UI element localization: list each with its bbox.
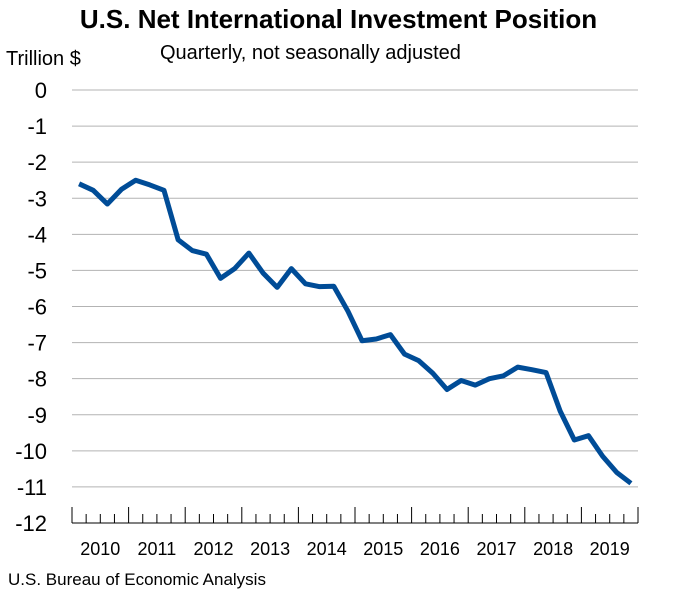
x-tick-label: 2011 [138,539,177,559]
x-tick-label: 2013 [250,539,290,559]
x-tick-label: 2018 [533,539,573,559]
x-tick-label: 2016 [420,539,460,559]
x-tick-label: 2014 [307,539,347,559]
y-tick-label: -12 [15,511,47,536]
x-tick-label: 2012 [193,539,233,559]
y-tick-label: -11 [17,475,47,500]
y-tick-label: -1 [27,114,47,139]
y-tick-label: -4 [27,222,47,247]
series-line [78,177,633,486]
gridlines [72,89,638,488]
y-axis-ticks: 0 -1 -2 -3 -4 -5 -6 -7 -8 -9 -10 -11 -12 [15,78,47,536]
y-tick-label: -9 [27,403,47,428]
chart-subtitle: Quarterly, not seasonally adjusted [160,42,461,64]
y-tick-label: -8 [27,367,47,392]
y-axis-label: Trillion $ [6,48,81,70]
x-tick-label: 2015 [363,539,403,559]
y-tick-label: -7 [27,331,47,356]
source-note: U.S. Bureau of Economic Analysis [8,570,266,589]
y-tick-label: -10 [15,439,47,464]
data-series [78,177,633,486]
x-tick-label: 2019 [590,539,630,559]
y-tick-label: -3 [27,186,47,211]
y-tick-label: 0 [35,78,47,103]
x-tick-label: 2010 [80,539,120,559]
chart-title: U.S. Net International Investment Positi… [79,4,598,34]
x-axis [71,507,639,524]
y-tick-label: -2 [27,150,47,175]
y-tick-label: -5 [27,258,47,283]
y-tick-label: -6 [27,295,47,320]
x-axis-ticks: 2010 2011 2012 2013 2014 2015 2016 2017 2018 2019 [80,539,629,559]
x-tick-label: 2017 [476,539,516,559]
